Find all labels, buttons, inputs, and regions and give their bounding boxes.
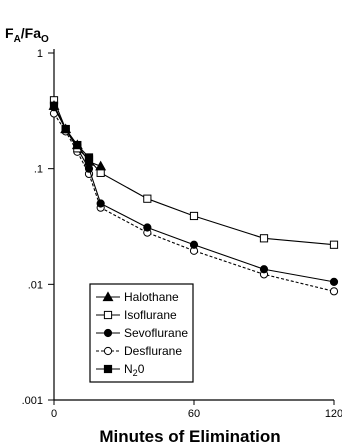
legend-label: Desflurane: [124, 344, 182, 358]
legend-label: Halothane: [124, 290, 179, 304]
data-point-sevoflurane: [189, 240, 199, 249]
data-point-isoflurane: [189, 211, 199, 221]
legend-marker: [103, 328, 113, 338]
legend-entry-halothane: Halothane: [96, 290, 179, 304]
legend-marker: [103, 346, 113, 356]
data-point-sevoflurane: [259, 265, 269, 274]
data-point-sevoflurane: [329, 277, 339, 286]
legend-entry-n: N20: [96, 362, 145, 378]
x-axis-label: Minutes of Elimination: [99, 427, 280, 446]
x-tick-label: 60: [188, 408, 200, 420]
data-point-n: [61, 124, 70, 134]
y-tick-label: .1: [34, 164, 43, 176]
legend-label: Isoflurane: [124, 308, 177, 322]
legend-entry-desflurane: Desflurane: [96, 344, 182, 358]
series-desflurane: [49, 109, 339, 296]
data-point-n: [84, 153, 94, 162]
series-line-isoflurane: [53, 100, 335, 246]
legend-label: N20: [124, 362, 145, 378]
data-point-isoflurane: [96, 168, 105, 177]
y-tick-label: .01: [28, 279, 43, 291]
series-line-n: [53, 105, 90, 158]
legend-marker: [102, 291, 114, 302]
x-tick-label: 0: [51, 408, 57, 420]
data-point-isoflurane: [329, 240, 339, 249]
legend-entry-sevoflurane: Sevoflurane: [96, 326, 188, 340]
y-axis-label: FA/FaO: [5, 25, 49, 45]
series-line-desflurane: [53, 113, 335, 292]
legend-label: Sevoflurane: [124, 326, 188, 340]
series-layer: [48, 96, 339, 296]
data-point-desflurane: [329, 287, 339, 296]
series-halothane: [48, 100, 107, 171]
data-point-sevoflurane: [143, 223, 152, 232]
series-isoflurane: [49, 96, 339, 249]
data-point-n: [73, 140, 82, 150]
data-point-sevoflurane: [84, 164, 94, 173]
y-tick-label: 1: [37, 48, 43, 60]
y-tick-label: .001: [22, 395, 43, 407]
svg-text:FA/FaO: FA/FaO: [5, 25, 49, 45]
x-tick-label: 120: [325, 408, 342, 420]
legend-marker: [103, 364, 113, 374]
legend-marker: [103, 310, 113, 320]
legend: Halothane Isoflurane Sevoflurane Desflurane…: [89, 283, 194, 383]
series-n: [49, 101, 94, 162]
data-point-n: [49, 101, 59, 110]
legend-entry-isoflurane: Isoflurane: [96, 308, 177, 322]
data-point-isoflurane: [143, 194, 152, 203]
series-sevoflurane: [49, 103, 339, 286]
axes: .001 .01 .1 1 0 60 120: [22, 48, 342, 420]
series-line-halothane: [53, 105, 101, 167]
data-point-halothane: [95, 160, 107, 171]
data-point-isoflurane: [259, 234, 269, 243]
data-point-sevoflurane: [96, 199, 105, 208]
